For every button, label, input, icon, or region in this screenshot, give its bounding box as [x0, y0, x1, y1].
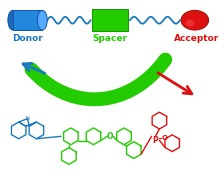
- Ellipse shape: [185, 20, 194, 27]
- Ellipse shape: [37, 10, 47, 30]
- Text: N: N: [26, 116, 30, 121]
- Text: O: O: [161, 135, 167, 141]
- Text: Donor: Donor: [12, 34, 43, 43]
- Bar: [13, 10, 42, 30]
- Ellipse shape: [8, 10, 18, 30]
- Text: Spacer: Spacer: [93, 34, 128, 43]
- Bar: [93, 9, 128, 31]
- Text: O: O: [107, 132, 114, 141]
- Ellipse shape: [181, 10, 209, 30]
- Text: Acceptor: Acceptor: [174, 34, 220, 43]
- Text: P: P: [153, 136, 158, 145]
